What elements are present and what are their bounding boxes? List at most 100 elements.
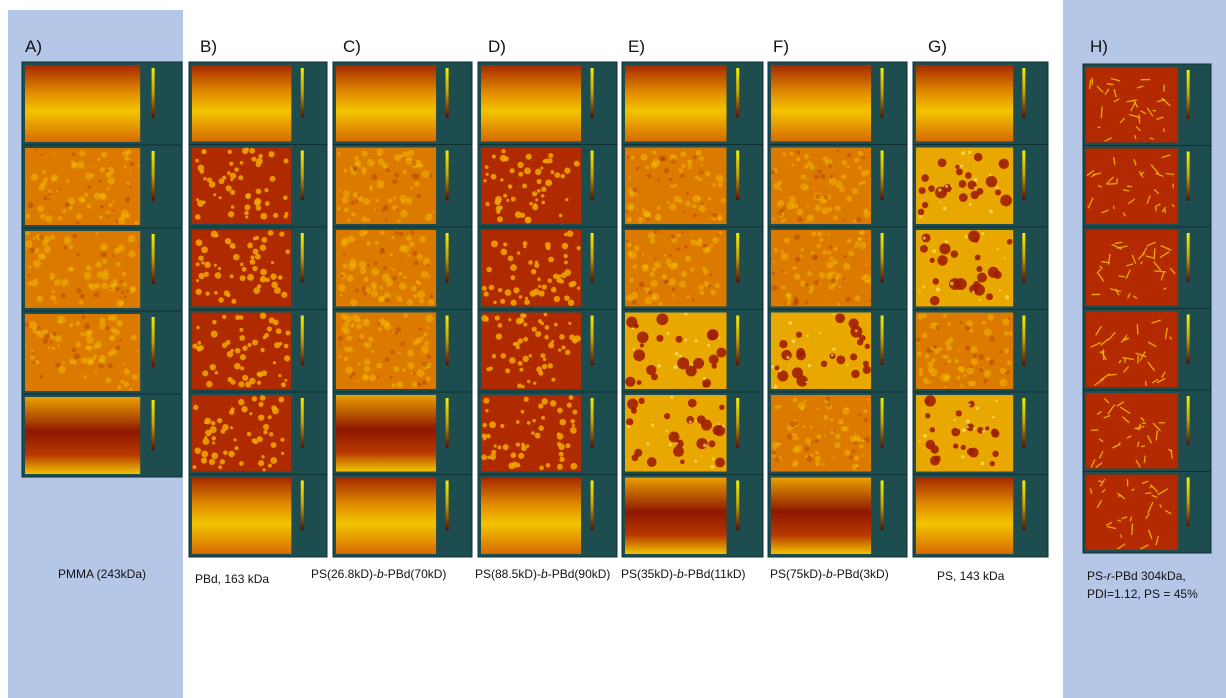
afm-feature — [57, 316, 59, 318]
afm-feature — [859, 444, 864, 449]
afm-feature — [562, 243, 569, 250]
afm-feature — [551, 378, 555, 382]
afm-feature — [827, 403, 831, 407]
afm-feature — [233, 254, 239, 260]
afm-feature — [805, 221, 807, 223]
afm-feature — [832, 313, 834, 315]
afm-feature — [531, 269, 536, 274]
afm-feature — [229, 162, 233, 166]
afm-feature — [58, 216, 63, 221]
afm-feature — [672, 294, 675, 297]
afm-feature — [428, 275, 431, 278]
afm-feature — [414, 181, 420, 187]
afm-feature — [230, 426, 233, 429]
color-bar — [301, 481, 304, 531]
afm-feature — [695, 420, 697, 422]
afm-feature — [368, 337, 373, 342]
afm-feature — [101, 251, 107, 257]
afm-feature — [48, 198, 51, 201]
afm-feature — [129, 186, 132, 189]
afm-feature — [564, 254, 568, 258]
afm-feature — [709, 273, 712, 276]
afm-feature — [519, 295, 523, 299]
afm-feature — [854, 441, 858, 445]
afm-feature — [565, 198, 568, 201]
afm-feature — [970, 346, 977, 353]
afm-feature — [669, 443, 672, 446]
afm-feature — [219, 178, 225, 184]
afm-feature — [922, 202, 928, 208]
afm-feature — [389, 253, 392, 256]
afm-feature — [489, 421, 496, 428]
afm-feature — [264, 333, 269, 338]
afm-feature — [961, 151, 965, 155]
caption-part: PS, 143 kDa — [937, 569, 1005, 583]
afm-feature — [204, 418, 211, 425]
afm-feature — [690, 268, 694, 272]
afm-feature — [366, 218, 370, 222]
afm-feature — [919, 290, 921, 292]
afm-feature — [966, 367, 973, 374]
afm-feature — [388, 198, 393, 203]
afm-feature — [852, 188, 858, 194]
afm-feature — [524, 167, 531, 174]
afm-feature — [1145, 493, 1151, 494]
afm-feature — [922, 333, 928, 339]
afm-feature — [238, 175, 243, 180]
afm-feature — [252, 438, 257, 443]
afm-feature — [250, 255, 254, 259]
afm-feature — [281, 382, 286, 387]
afm-feature — [917, 351, 922, 356]
afm-feature — [943, 207, 947, 211]
afm-feature — [202, 438, 209, 445]
afm-feature — [999, 351, 1002, 354]
afm-feature — [395, 231, 399, 235]
afm-feature — [664, 168, 669, 173]
afm-feature — [356, 323, 362, 329]
afm-feature — [925, 413, 930, 418]
afm-feature — [252, 339, 258, 345]
afm-feature — [279, 231, 284, 236]
afm-feature — [272, 408, 279, 415]
afm-feature — [863, 366, 871, 374]
afm-feature — [517, 251, 520, 254]
afm-feature — [52, 332, 57, 337]
afm-feature — [351, 323, 355, 327]
afm-image — [771, 478, 871, 555]
afm-feature — [377, 180, 385, 188]
afm-feature — [938, 158, 947, 167]
afm-feature — [359, 230, 366, 237]
afm-feature — [945, 185, 948, 188]
afm-feature — [212, 441, 215, 444]
afm-feature — [570, 419, 575, 424]
afm-feature — [135, 221, 139, 225]
afm-feature — [694, 460, 697, 463]
afm-feature — [703, 444, 707, 448]
afm-image — [336, 478, 436, 555]
afm-feature — [943, 314, 947, 318]
afm-feature — [235, 348, 241, 354]
afm-feature — [923, 434, 927, 438]
afm-feature — [864, 437, 870, 443]
afm-feature — [407, 350, 414, 357]
color-bar — [152, 317, 155, 367]
afm-feature — [55, 335, 62, 342]
afm-feature — [711, 465, 715, 469]
afm-feature — [786, 356, 789, 359]
afm-feature — [545, 179, 552, 186]
afm-feature — [1118, 495, 1122, 496]
afm-feature — [773, 261, 775, 263]
afm-feature — [975, 255, 981, 261]
afm-feature — [214, 264, 217, 267]
afm-feature — [80, 294, 85, 299]
afm-feature — [338, 355, 341, 358]
afm-feature — [637, 380, 642, 385]
afm-feature — [574, 335, 581, 342]
afm-feature — [567, 403, 572, 408]
afm-feature — [112, 200, 114, 202]
afm-feature — [1117, 178, 1118, 184]
color-bar — [591, 68, 594, 118]
afm-image — [25, 314, 140, 391]
afm-feature — [485, 317, 489, 321]
afm-feature — [774, 385, 778, 389]
